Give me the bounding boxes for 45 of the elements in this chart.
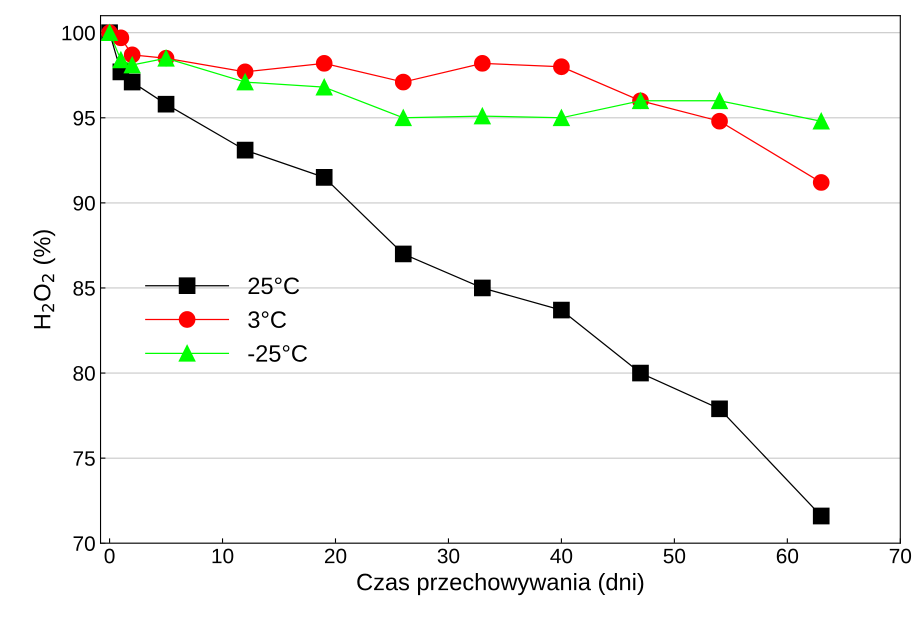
point [124,56,140,74]
x-tick-label: 20 [324,548,346,564]
point [394,109,412,126]
legend-label: -25°C [248,345,308,362]
point [474,280,491,296]
x-axis-title: Czas przechowywania (dni) [357,573,644,596]
point [553,302,570,318]
legend-label: 3°C [248,311,286,328]
y-tick-label: 75 [74,451,95,466]
point [158,96,174,113]
x-tick-label: 10 [212,548,234,564]
point [711,112,728,130]
point [553,58,570,76]
point [236,74,254,90]
point [632,364,649,382]
point [112,52,130,68]
point [474,108,491,124]
x-tick-label: 0 [104,548,115,564]
x-tick-label: 60 [776,548,798,564]
x-tick-label: 70 [890,548,912,564]
y-tick-label: 85 [73,280,95,296]
point [711,400,728,418]
x-tick-label: 40 [550,548,572,564]
y-tick-label: 95 [73,110,95,126]
y-tick-label: 80 [73,366,95,381]
point [812,508,830,524]
y-tick-label: 100 [62,26,95,40]
point [236,142,254,158]
point [711,92,728,110]
point [553,109,570,126]
point [474,55,491,72]
point [124,74,140,90]
point [812,112,830,130]
y-tick-label: 70 [74,536,95,551]
y-tick-label: 90 [73,196,95,211]
point [316,169,333,186]
x-tick-label: 30 [438,548,460,564]
y-axis-title: H$_{2}$O$_{2}$ (%) [33,230,56,328]
x-tick-label: 50 [664,548,686,564]
point [812,174,830,191]
point [394,246,412,262]
legend-label: 25°C [248,277,300,294]
point [394,74,412,90]
point [316,78,333,96]
point [316,55,333,72]
